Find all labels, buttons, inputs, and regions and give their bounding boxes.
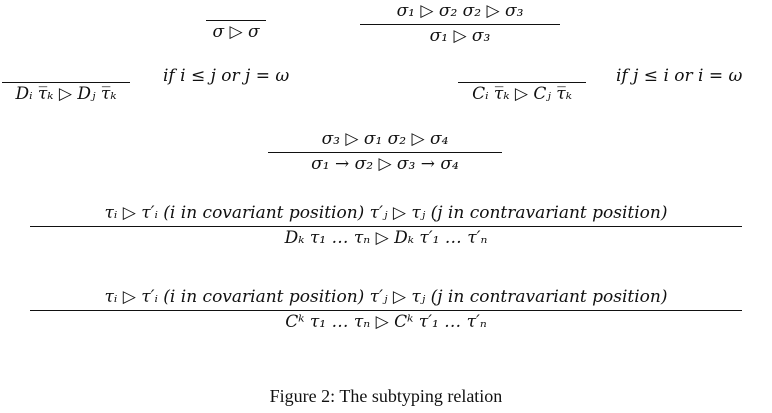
rule-conclusion: Dᵢ τ̅ₖ ▷ Dⱼ τ̅ₖ [15, 84, 117, 104]
rule-conclusion: Cᵏ τ₁ … τₙ ▷ Cᵏ τ′₁ … τ′ₙ [285, 312, 487, 332]
rule-premise: τᵢ ▷ τ′ᵢ (i in covariant position) τ′ⱼ ▷… [104, 287, 668, 307]
rule-arrow: σ₃ ▷ σ₁ σ₂ ▷ σ₄ σ₁ → σ₂ ▷ σ₃ → σ₄ [268, 128, 502, 175]
inference-bar [206, 20, 266, 21]
inference-bar [2, 82, 130, 83]
rule-transitivity: σ₁ ▷ σ₂ σ₂ ▷ σ₃ σ₁ ▷ σ₃ [360, 0, 560, 47]
rule-d-constructor: τᵢ ▷ τ′ᵢ (i in covariant position) τ′ⱼ ▷… [30, 202, 742, 249]
inference-bar [268, 152, 502, 153]
inference-bar [30, 310, 742, 311]
rule-premise: σ₃ ▷ σ₁ σ₂ ▷ σ₄ [321, 129, 449, 149]
rule-conclusion: σ₁ ▷ σ₃ [429, 26, 491, 46]
side-condition: if i ≤ j or j = ω [163, 66, 290, 86]
rule-d-variance: Dᵢ τ̅ₖ ▷ Dⱼ τ̅ₖ [2, 76, 130, 105]
rule-conclusion: σ ▷ σ [212, 22, 260, 42]
inference-bar [30, 226, 742, 227]
rule-conclusion: σ₁ → σ₂ ▷ σ₃ → σ₄ [311, 154, 459, 174]
inference-bar [458, 82, 586, 83]
rule-c-variance: Cᵢ τ̅ₖ ▷ Cⱼ τ̅ₖ [458, 76, 586, 105]
rule-c-constructor: τᵢ ▷ τ′ᵢ (i in covariant position) τ′ⱼ ▷… [30, 286, 742, 333]
rule-conclusion: Dₖ τ₁ … τₙ ▷ Dₖ τ′₁ … τ′ₙ [284, 228, 488, 248]
rule-reflexivity: σ ▷ σ [206, 14, 266, 43]
inference-bar [360, 24, 560, 25]
rule-premise: τᵢ ▷ τ′ᵢ (i in covariant position) τ′ⱼ ▷… [104, 203, 668, 223]
rule-conclusion: Cᵢ τ̅ₖ ▷ Cⱼ τ̅ₖ [472, 84, 572, 104]
figure-caption: Figure 2: The subtyping relation [269, 386, 503, 406]
side-condition: if j ≤ i or i = ω [616, 66, 743, 86]
rule-premise: σ₁ ▷ σ₂ σ₂ ▷ σ₃ [396, 1, 524, 21]
